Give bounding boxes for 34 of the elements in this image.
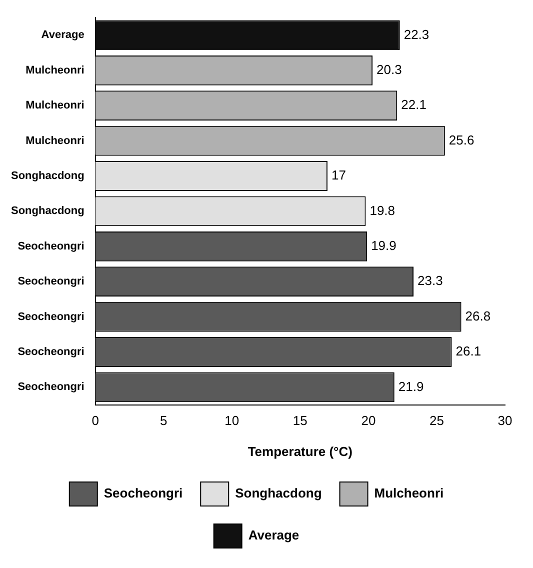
data-label: 26.8 <box>465 308 491 324</box>
y-tick-label: Songhacdong <box>11 205 84 218</box>
data-label: 19.8 <box>370 202 396 218</box>
y-tick-label: Seocheongri <box>18 310 84 323</box>
x-tick-label: 0 <box>92 413 99 428</box>
data-label: 23.3 <box>418 273 443 288</box>
x-tick-label: 5 <box>160 413 168 428</box>
data-label: 21.9 <box>398 378 424 394</box>
y-tick-label: Mulcheonri <box>26 100 84 112</box>
y-tick-label: Seocheongri <box>18 240 84 252</box>
x-tick-label: 25 <box>429 413 444 428</box>
x-tick-label: 10 <box>224 413 240 428</box>
data-label: 26.1 <box>456 344 482 359</box>
data-label: 19.9 <box>371 238 396 253</box>
legend-label: Seocheongri <box>104 486 183 501</box>
y-tick-label: Seocheongri <box>18 276 84 288</box>
data-label: 25.6 <box>448 132 474 148</box>
data-label: 22.3 <box>404 26 430 42</box>
x-tick-label: 30 <box>498 413 512 428</box>
y-tick-label: Mulcheonri <box>26 64 84 76</box>
legend-label: Mulcheonri <box>374 486 444 501</box>
y-tick-label: Songhacdong <box>11 170 84 182</box>
x-tick-label: 15 <box>292 413 308 428</box>
y-tick-label: Seocheongri <box>18 381 84 394</box>
y-tick-label: Mulcheonri <box>26 134 84 147</box>
x-tick-label: 20 <box>361 413 376 428</box>
legend-label: Songhacdong <box>235 486 322 501</box>
data-label: 20.3 <box>376 62 402 77</box>
legend-label: Average <box>248 528 300 543</box>
x-axis-title: Temperature (°C) <box>248 444 352 459</box>
y-tick-label: Seocheongri <box>18 346 84 358</box>
data-label: 22.1 <box>401 97 426 112</box>
y-tick-label: Average <box>41 29 84 42</box>
data-label: 17 <box>331 168 346 183</box>
